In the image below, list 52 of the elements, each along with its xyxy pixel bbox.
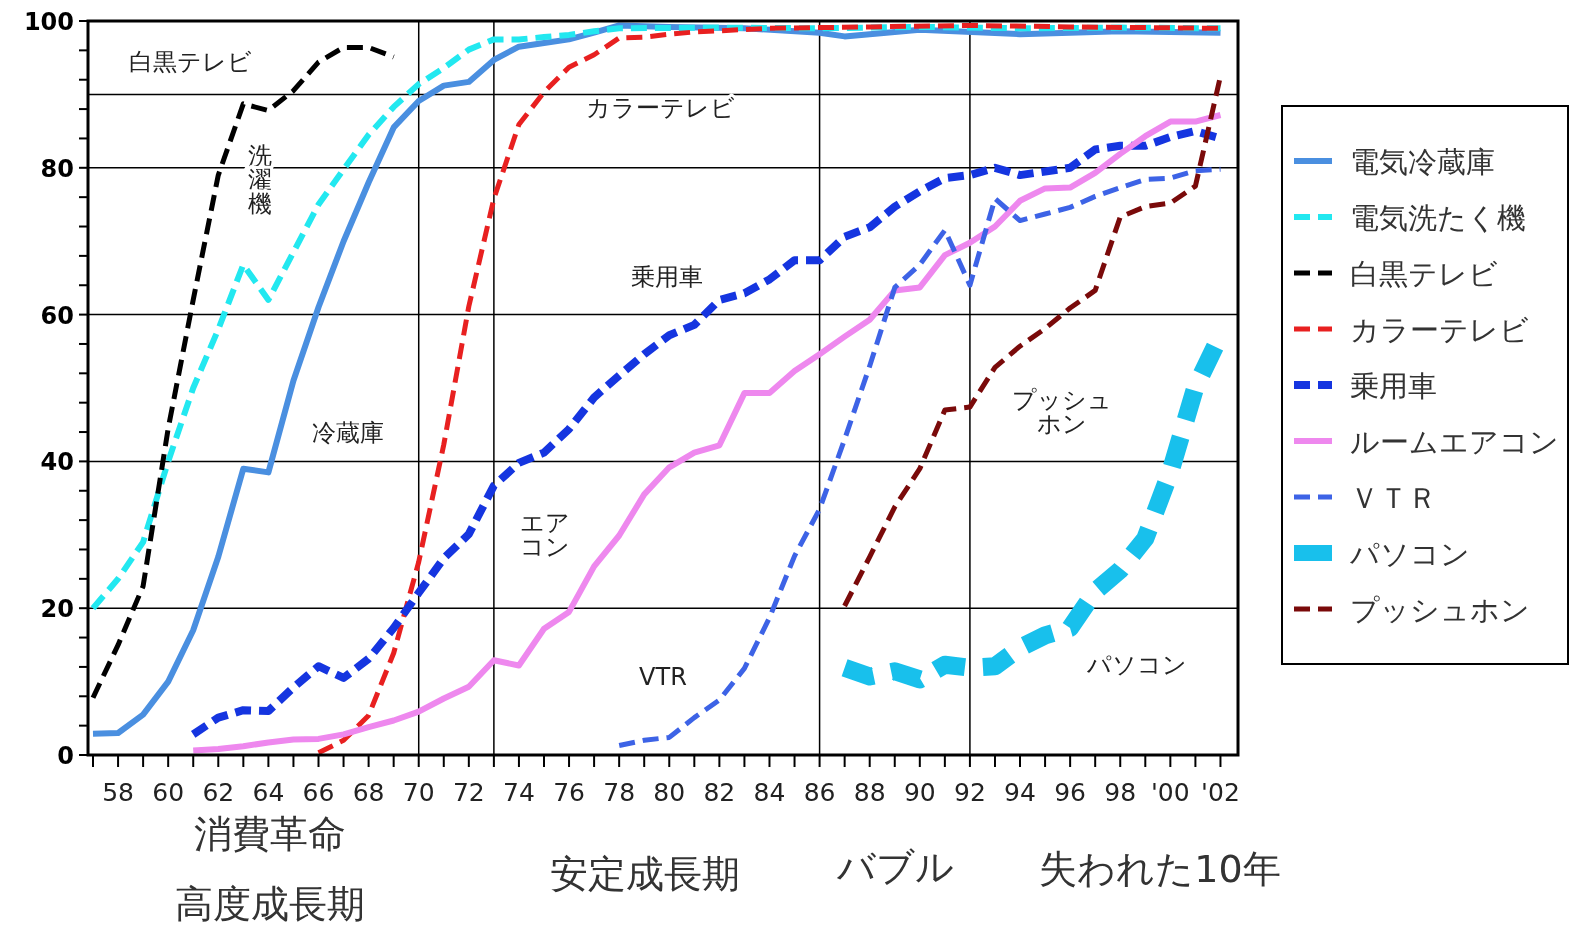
legend-label: プッシュホン	[1350, 593, 1530, 627]
legend-label: パソコン	[1349, 537, 1470, 571]
x-tick-label: 82	[703, 778, 736, 807]
annotation: カラーテレビ	[585, 94, 735, 122]
x-tick-label: 72	[452, 778, 485, 807]
x-tick-label: 84	[753, 778, 786, 807]
x-tick-label: 94	[1004, 778, 1036, 807]
text: 失われた10年	[1039, 847, 1281, 891]
x-tick-label: 62	[202, 778, 235, 807]
legend-label: ルームエアコン	[1350, 425, 1559, 459]
annotation: 冷蔵庫	[312, 419, 384, 447]
x-tick-label: 74	[503, 778, 535, 807]
annotation: パソコン	[1086, 651, 1187, 679]
x-tick-label: 68	[352, 778, 385, 807]
x-tick-label: 60	[152, 778, 185, 807]
y-tick-label: 80	[40, 154, 74, 183]
x-tick-label: 96	[1054, 778, 1087, 807]
legend-label: ＶＴＲ	[1350, 481, 1437, 515]
x-tick-label: 92	[954, 778, 986, 807]
legend-label: 白黒テレビ	[1350, 257, 1498, 291]
text: 高度成長期	[175, 882, 365, 926]
x-tick-label: 64	[252, 778, 285, 807]
y-tick-label: 20	[40, 595, 74, 624]
legend-label: 電気洗たく機	[1350, 201, 1526, 235]
x-tick-label: 90	[903, 778, 936, 807]
text: 安定成長期	[550, 852, 740, 896]
y-tick-label: 100	[23, 8, 74, 36]
annotation: エアコン	[520, 509, 570, 561]
y-tick-label: 0	[57, 742, 74, 770]
x-tick-label: '02	[1201, 778, 1240, 807]
x-tick-label: '00	[1151, 778, 1190, 807]
x-tick-label: 78	[603, 778, 636, 807]
x-tick-label: 76	[553, 778, 585, 807]
x-tick-label: 86	[803, 778, 836, 807]
x-tick-label: 58	[102, 778, 134, 807]
legend-label: 乗用車	[1350, 369, 1437, 403]
annotation: 白黒テレビ	[128, 48, 252, 76]
x-tick-label: 98	[1104, 778, 1137, 807]
legend-label: 電気冷蔵庫	[1350, 145, 1495, 179]
x-tick-label: 70	[402, 778, 435, 807]
x-tick-label: 80	[653, 778, 686, 807]
text: 消費革命	[194, 812, 346, 856]
annotation: VTR	[639, 663, 687, 691]
annotation: 洗濯機	[248, 142, 272, 218]
y-tick-label: 40	[40, 448, 74, 477]
y-tick-label: 60	[40, 301, 74, 330]
x-tick-label: 88	[853, 778, 886, 807]
annotation: プッシュホン	[1012, 386, 1112, 438]
text: バブル	[835, 845, 954, 889]
annotation: 乗用車	[631, 263, 703, 291]
legend-label: カラーテレビ	[1350, 313, 1529, 347]
x-tick-label: 66	[302, 778, 335, 807]
